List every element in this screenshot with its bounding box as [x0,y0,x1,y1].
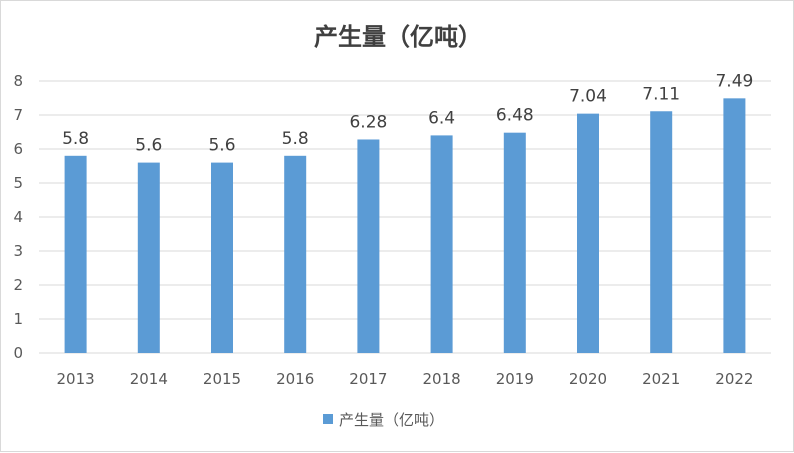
x-tick-label: 2022 [715,370,753,388]
bar-2015 [211,162,233,353]
x-tick-label: 2013 [57,370,95,388]
data-label: 7.11 [642,84,680,104]
data-label: 6.48 [496,106,534,126]
bar-2019 [503,132,526,353]
legend-swatch [323,414,333,424]
x-tick-label: 2016 [276,370,314,388]
data-label: 5.8 [282,129,309,149]
bar-2018 [430,135,453,353]
data-label: 6.4 [428,108,455,128]
y-tick-label: 5 [13,174,23,192]
x-tick-label: 2020 [569,370,607,388]
y-tick-label: 2 [13,276,23,294]
bar-2021 [650,111,673,353]
data-label: 5.6 [208,136,235,156]
bar-2017 [357,139,380,353]
bar-2013 [64,155,87,353]
x-tick-label: 2017 [349,370,387,388]
bar-2022 [723,98,746,353]
bar-2016 [284,155,307,353]
data-label: 5.8 [62,129,89,149]
y-tick-label: 7 [13,106,23,124]
x-tick-label: 2019 [496,370,534,388]
y-tick-label: 6 [13,140,23,158]
chart-title: 产生量（亿吨） [314,23,482,51]
data-label: 7.04 [569,87,607,107]
y-tick-label: 4 [13,208,23,226]
y-tick-label: 1 [13,310,23,328]
y-tick-label: 8 [13,72,23,90]
x-tick-label: 2015 [203,370,241,388]
y-tick-label: 0 [13,344,23,362]
data-label: 5.6 [135,136,162,156]
bar-2020 [577,113,599,353]
x-tick-label: 2018 [423,370,461,388]
data-label: 7.49 [715,71,753,91]
x-tick-label: 2021 [642,370,680,388]
x-tick-label: 2014 [130,370,168,388]
legend-label: 产生量（亿吨） [339,411,444,429]
bar-2014 [137,162,160,353]
y-tick-label: 3 [13,242,23,260]
data-label: 6.28 [349,112,387,132]
legend: 产生量（亿吨） [323,411,444,429]
